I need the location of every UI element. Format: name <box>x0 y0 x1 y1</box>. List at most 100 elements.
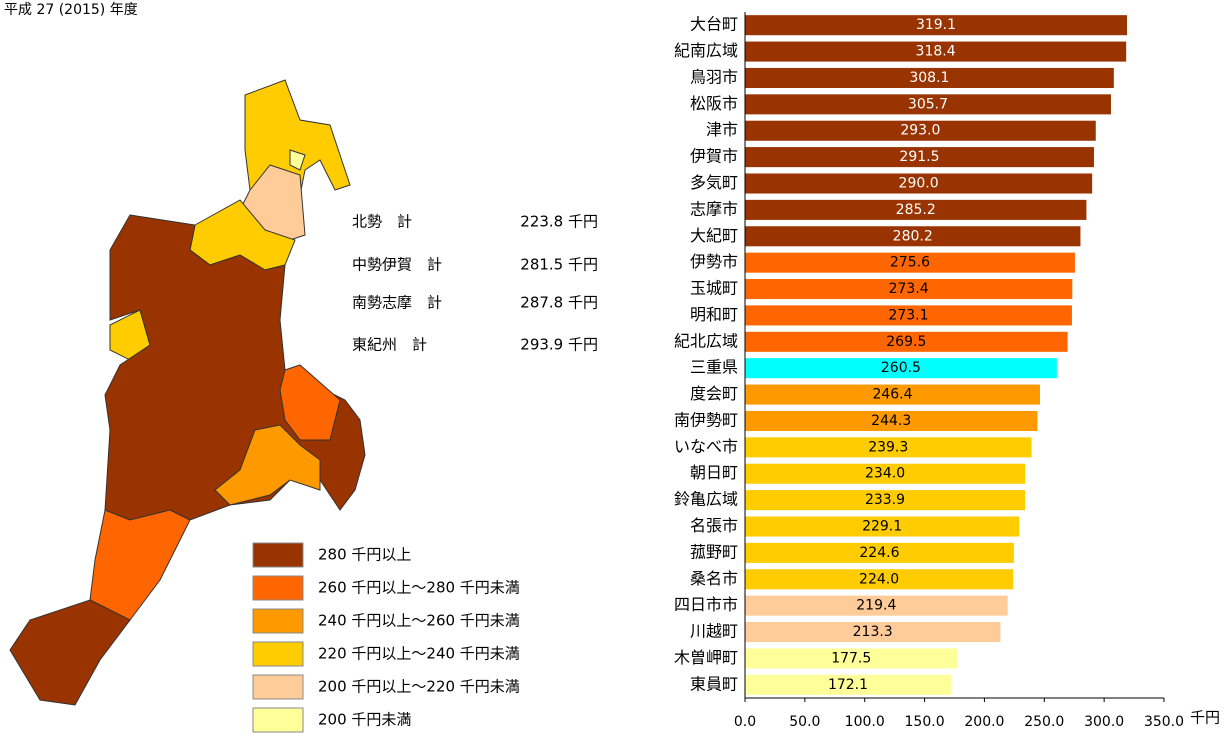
region-value: 293.9 千円 <box>520 336 598 354</box>
value-label: 244.3 <box>871 413 911 429</box>
value-label: 224.6 <box>859 545 899 561</box>
y-tick-label: 大紀町 <box>690 226 738 245</box>
value-label: 318.4 <box>916 44 956 60</box>
value-label: 285.2 <box>896 202 936 218</box>
value-label: 273.4 <box>889 281 929 297</box>
legend-swatch <box>252 575 304 601</box>
bar <box>745 674 952 695</box>
region-value: 223.8 千円 <box>520 213 598 231</box>
bar <box>745 384 1040 405</box>
y-tick-label: 紀北広域 <box>674 331 738 350</box>
bar <box>745 648 958 669</box>
x-tick-label: 150.0 <box>905 714 945 730</box>
y-tick-label: 木曽岬町 <box>674 648 738 667</box>
y-tick-label: 度会町 <box>690 384 738 403</box>
value-label: 273.1 <box>888 307 928 323</box>
x-tick-label: 300.0 <box>1084 714 1124 730</box>
value-label: 239.3 <box>868 439 908 455</box>
region-name: 南勢志摩 計 <box>352 294 442 312</box>
y-tick-label: 津市 <box>706 120 738 139</box>
region-value: 281.5 千円 <box>520 256 598 274</box>
map-region <box>9 599 131 706</box>
y-tick-label: 紀南広域 <box>674 41 738 60</box>
x-tick-label: 250.0 <box>1024 714 1064 730</box>
map-region <box>89 509 191 621</box>
value-label: 275.6 <box>890 255 930 271</box>
value-label: 269.5 <box>886 334 926 350</box>
bar <box>745 94 1111 115</box>
bar <box>745 41 1127 62</box>
map-region <box>289 149 306 171</box>
value-label: 172.1 <box>828 677 868 693</box>
bar <box>745 358 1057 379</box>
bar <box>745 437 1032 458</box>
y-tick-label: 大台町 <box>690 15 738 34</box>
value-label: 319.1 <box>916 17 956 33</box>
value-label: 305.7 <box>908 96 948 112</box>
bar <box>745 410 1038 431</box>
y-tick-label: 菰野町 <box>690 542 738 561</box>
bar <box>745 490 1026 511</box>
bar <box>745 463 1026 484</box>
bar <box>745 279 1073 300</box>
map-region <box>279 364 341 441</box>
value-label: 213.3 <box>853 624 893 640</box>
legend-swatch <box>252 608 304 634</box>
y-tick-label: 朝日町 <box>690 463 738 482</box>
y-tick-label: 南伊勢町 <box>674 410 738 429</box>
region-name: 中勢伊賀 計 <box>352 256 442 274</box>
region-name: 北勢 計 <box>352 213 412 231</box>
value-label: 290.0 <box>899 176 939 192</box>
map-region <box>214 424 321 506</box>
value-label: 280.2 <box>893 228 933 244</box>
legend-label: 260 千円以上～280 千円未満 <box>318 579 520 597</box>
legend-label: 220 千円以上～240 千円未満 <box>318 645 520 663</box>
bar <box>745 199 1087 220</box>
bar <box>745 305 1072 326</box>
y-tick-label: 川越町 <box>690 622 738 641</box>
x-tick-label: 200.0 <box>964 714 1004 730</box>
value-label: 224.0 <box>859 571 899 587</box>
bar <box>745 595 1008 616</box>
bar <box>745 15 1128 36</box>
value-label: 234.0 <box>865 466 905 482</box>
legend: 280 千円以上 260 千円以上～280 千円未満 240 千円以上～260 千円… <box>252 542 520 733</box>
legend-swatch <box>252 707 304 733</box>
value-label: 233.9 <box>865 492 905 508</box>
region-name: 東紀州 計 <box>352 336 427 354</box>
subtitle: 平成 27 (2015) 年度 <box>4 2 138 18</box>
region-value: 287.8 千円 <box>520 294 598 312</box>
y-tick-label: 志摩市 <box>690 199 738 218</box>
x-tick-label: 100.0 <box>845 714 885 730</box>
value-label: 219.4 <box>856 598 896 614</box>
bar <box>745 120 1096 141</box>
legend-label: 200 千円未満 <box>318 711 411 729</box>
y-tick-label: 桑名市 <box>690 569 738 588</box>
y-tick-label: 鳥羽市 <box>690 67 738 86</box>
bar <box>745 173 1093 194</box>
y-tick-label: 明和町 <box>690 305 738 324</box>
value-label: 293.0 <box>900 123 940 139</box>
legend-swatch <box>252 674 304 700</box>
x-tick-label: 50.0 <box>789 714 820 730</box>
value-label: 291.5 <box>899 149 939 165</box>
y-tick-label: 玉城町 <box>690 279 738 298</box>
bar <box>745 569 1014 590</box>
y-tick-label: 多気町 <box>690 173 738 192</box>
value-label: 246.4 <box>872 387 912 403</box>
y-tick-label: 東員町 <box>690 674 738 693</box>
map <box>9 79 366 706</box>
bar <box>745 147 1094 168</box>
y-tick-label: 四日市市 <box>674 595 738 614</box>
value-label: 308.1 <box>909 70 949 86</box>
bar <box>745 226 1081 247</box>
x-axis-label: 千円 <box>1190 709 1220 727</box>
y-tick-label: 松阪市 <box>690 94 738 113</box>
bar <box>745 516 1020 537</box>
value-label: 260.5 <box>881 360 921 376</box>
y-tick-label: 伊勢市 <box>690 252 738 271</box>
y-tick-label: 名張市 <box>690 516 738 535</box>
value-label: 177.5 <box>831 650 871 666</box>
